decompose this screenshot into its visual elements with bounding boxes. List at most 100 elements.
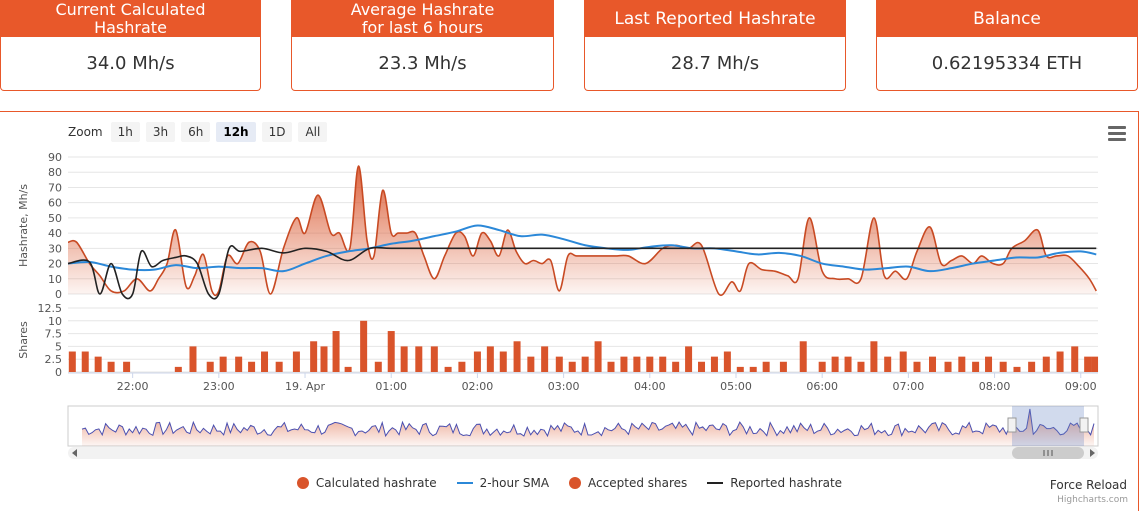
navigator-line — [81, 408, 1095, 438]
y-tick-label: 40 — [48, 227, 62, 240]
x-tick-label: 09:00 — [1065, 380, 1097, 393]
navigator-handle — [1007, 417, 1017, 433]
legend-sma[interactable]: 2-hour SMA — [456, 476, 550, 490]
legend-label: 2-hour SMA — [479, 476, 550, 490]
zoom-bar: Zoom 1h 3h 6h 12h 1D All — [68, 122, 333, 142]
share-bar — [292, 351, 300, 372]
zoom-label: Zoom — [68, 125, 103, 139]
x-tick-label: 22:00 — [117, 380, 149, 393]
share-bar — [749, 366, 757, 372]
share-bar — [568, 361, 576, 372]
share-bar — [646, 356, 654, 372]
legend-accepted-shares[interactable]: Accepted shares — [569, 476, 687, 490]
share-bar — [1042, 356, 1050, 372]
x-tick-label: 23:00 — [203, 380, 235, 393]
legend-reported-hashrate[interactable]: Reported hashrate — [707, 476, 842, 490]
share-bar — [870, 341, 878, 372]
share-bar — [374, 361, 382, 372]
zoom-1h-button[interactable]: 1h — [110, 122, 140, 142]
share-bar — [415, 346, 423, 372]
zoom-12h-button[interactable]: 12h — [216, 122, 256, 142]
hamburger-menu-icon[interactable] — [1108, 126, 1126, 141]
share-bar — [594, 341, 602, 372]
x-tick-label: 06:00 — [806, 380, 838, 393]
share-bar — [486, 346, 494, 372]
calculated-hashrate-area — [68, 166, 1097, 296]
y-tick-label: 0 — [55, 366, 62, 379]
y-tick-label: 20 — [48, 258, 62, 271]
share-bar — [174, 366, 182, 372]
share-bar — [985, 356, 993, 372]
sma-line — [67, 224, 1097, 273]
share-bar — [473, 351, 481, 372]
navigator-handle — [1079, 417, 1089, 433]
share-bar — [513, 341, 521, 372]
y-tick-label: 5 — [55, 340, 62, 353]
y-tick-label: 7.5 — [45, 328, 63, 341]
share-bar — [779, 361, 787, 372]
scroll-left-arrow-icon — [72, 449, 77, 457]
share-bar — [818, 361, 826, 372]
share-bar — [499, 351, 507, 372]
y-axis-title: Shares — [17, 321, 30, 359]
y-tick-label: 70 — [48, 181, 62, 194]
share-bar — [320, 346, 328, 372]
share-bar — [1091, 356, 1099, 372]
share-bar — [844, 356, 852, 372]
stat-card-reported-hashrate: Last Reported Hashrate 28.7 Mh/s — [584, 0, 846, 91]
y-tick-label: 30 — [48, 242, 62, 255]
share-bar — [81, 351, 89, 372]
calculated-hashrate-line — [67, 165, 1097, 297]
stat-title: Average Hashrate for last 6 hours — [292, 0, 553, 37]
share-bar — [1071, 346, 1079, 372]
highcharts-credits[interactable]: Highcharts.com — [1057, 495, 1128, 505]
y-tick-label: 90 — [48, 151, 62, 164]
chart-legend: Calculated hashrate 2-hour SMA Accepted … — [0, 476, 1139, 490]
share-bar — [123, 361, 131, 372]
share-bar — [235, 356, 243, 372]
share-bar — [206, 361, 214, 372]
zoom-1d-button[interactable]: 1D — [261, 122, 293, 142]
y-tick-label: 60 — [48, 197, 62, 210]
share-bar — [899, 351, 907, 372]
share-bar — [607, 361, 615, 372]
share-bar — [430, 346, 438, 372]
share-bar — [400, 346, 408, 372]
navigator-selection — [1012, 406, 1084, 446]
share-bar — [633, 356, 641, 372]
stat-value: 23.3 Mh/s — [378, 53, 467, 74]
zoom-all-button[interactable]: All — [298, 122, 328, 142]
share-bar — [261, 351, 269, 372]
share-bar — [541, 346, 549, 372]
share-bar — [929, 356, 937, 372]
share-bar — [444, 366, 452, 372]
share-bar — [189, 346, 197, 372]
legend-calculated-hashrate[interactable]: Calculated hashrate — [296, 476, 437, 490]
share-bar — [68, 351, 76, 372]
share-bar — [913, 361, 921, 372]
legend-dot-icon — [569, 477, 582, 489]
force-reload-link[interactable]: Force Reload — [1049, 478, 1127, 492]
share-bar — [107, 361, 115, 372]
x-tick-label: 19. Apr — [285, 380, 325, 393]
stat-card-current-hashrate: Current Calculated Hashrate 34.0 Mh/s — [0, 0, 261, 91]
scroll-right-arrow-icon — [1090, 449, 1095, 457]
share-bar — [736, 366, 744, 372]
zoom-6h-button[interactable]: 6h — [181, 122, 211, 142]
stat-value: 34.0 Mh/s — [86, 53, 175, 74]
share-bar — [581, 356, 589, 372]
x-tick-label: 01:00 — [375, 380, 407, 393]
legend-label: Accepted shares — [588, 476, 688, 490]
share-bar — [360, 320, 368, 372]
legend-line-icon — [456, 482, 473, 484]
y-tick-label: 80 — [48, 166, 62, 179]
share-bar — [972, 361, 980, 372]
x-tick-label: 03:00 — [548, 380, 580, 393]
share-bar — [762, 361, 770, 372]
zoom-3h-button[interactable]: 3h — [145, 122, 176, 142]
y-tick-label: 10 — [48, 273, 62, 286]
stat-title: Last Reported Hashrate — [585, 0, 845, 37]
share-bar — [958, 356, 966, 372]
x-tick-label: 02:00 — [462, 380, 494, 393]
